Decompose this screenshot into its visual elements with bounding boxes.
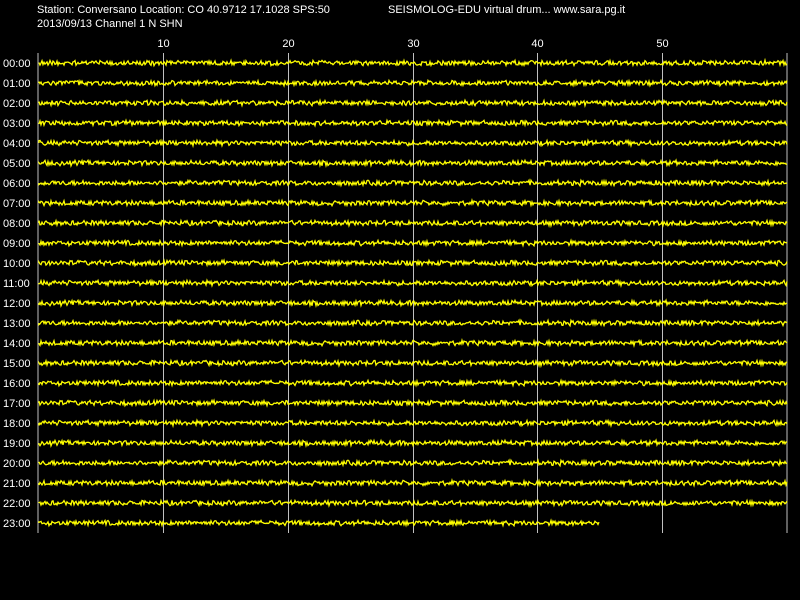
row-label-0800: 08:00 xyxy=(3,218,31,230)
row-label-0000: 00:00 xyxy=(3,58,31,70)
trace-0500 xyxy=(38,158,788,169)
station-info-text: Station: Conversano Location: CO 40.9712… xyxy=(37,4,330,16)
x-tick-label: 30 xyxy=(407,38,419,50)
row-label-0500: 05:00 xyxy=(3,158,31,170)
row-label-1500: 15:00 xyxy=(3,358,31,370)
trace-2100 xyxy=(38,478,788,488)
row-label-1200: 12:00 xyxy=(3,298,31,310)
trace-1200 xyxy=(38,298,788,309)
trace-1300 xyxy=(38,318,788,328)
row-label-2300: 23:00 xyxy=(3,518,31,530)
row-label-1100: 11:00 xyxy=(3,278,30,290)
row-label-0300: 03:00 xyxy=(3,118,31,130)
trace-0400 xyxy=(38,138,788,149)
trace-0700 xyxy=(38,198,788,208)
row-label-2100: 21:00 xyxy=(3,478,31,490)
x-tick-label: 20 xyxy=(282,38,294,50)
trace-0200 xyxy=(38,98,788,109)
trace-2200 xyxy=(38,498,788,509)
row-label-1400: 14:00 xyxy=(3,338,31,350)
trace-1600 xyxy=(38,378,788,388)
trace-layer xyxy=(38,57,788,528)
trace-1400 xyxy=(38,338,788,348)
row-label-0600: 06:00 xyxy=(3,178,31,190)
row-label-1700: 17:00 xyxy=(3,398,31,410)
trace-1100 xyxy=(38,278,788,289)
trace-1700 xyxy=(38,398,788,408)
row-label-1800: 18:00 xyxy=(3,418,31,430)
row-label-2200: 22:00 xyxy=(3,498,31,510)
row-label-0700: 07:00 xyxy=(3,198,31,210)
row-label-2000: 20:00 xyxy=(3,458,31,470)
trace-1800 xyxy=(38,418,788,429)
trace-0100 xyxy=(38,78,788,88)
trace-0900 xyxy=(38,238,788,248)
row-label-1900: 19:00 xyxy=(3,438,31,450)
trace-0600 xyxy=(38,178,788,188)
row-label-0900: 09:00 xyxy=(3,238,31,250)
trace-0300 xyxy=(38,118,788,128)
row-label-1300: 13:00 xyxy=(3,318,31,330)
trace-2300 xyxy=(38,518,600,528)
trace-1000 xyxy=(38,258,788,268)
row-label-0100: 01:00 xyxy=(3,78,31,90)
row-label-1000: 10:00 xyxy=(3,258,31,270)
x-tick-label: 10 xyxy=(157,38,169,50)
trace-2000 xyxy=(38,458,788,468)
trace-0800 xyxy=(38,218,788,229)
program-info-text: SEISMOLOG-EDU virtual drum... www.sara.p… xyxy=(388,4,626,16)
row-label-1600: 16:00 xyxy=(3,378,31,390)
row-label-0400: 04:00 xyxy=(3,138,31,150)
grid-layer xyxy=(37,53,788,533)
label-layer: 10 20 30 40 50 00:00 01:00 02:00 03:00 04:00 05:00… xyxy=(3,38,669,530)
trace-1500 xyxy=(38,358,788,369)
trace-1900 xyxy=(38,438,788,449)
date-channel-text: 2013/09/13 Channel 1 N SHN xyxy=(37,18,183,30)
trace-0000 xyxy=(38,57,788,68)
x-tick-label: 40 xyxy=(531,38,543,50)
x-tick-label: 50 xyxy=(656,38,668,50)
row-label-0200: 02:00 xyxy=(3,98,31,110)
